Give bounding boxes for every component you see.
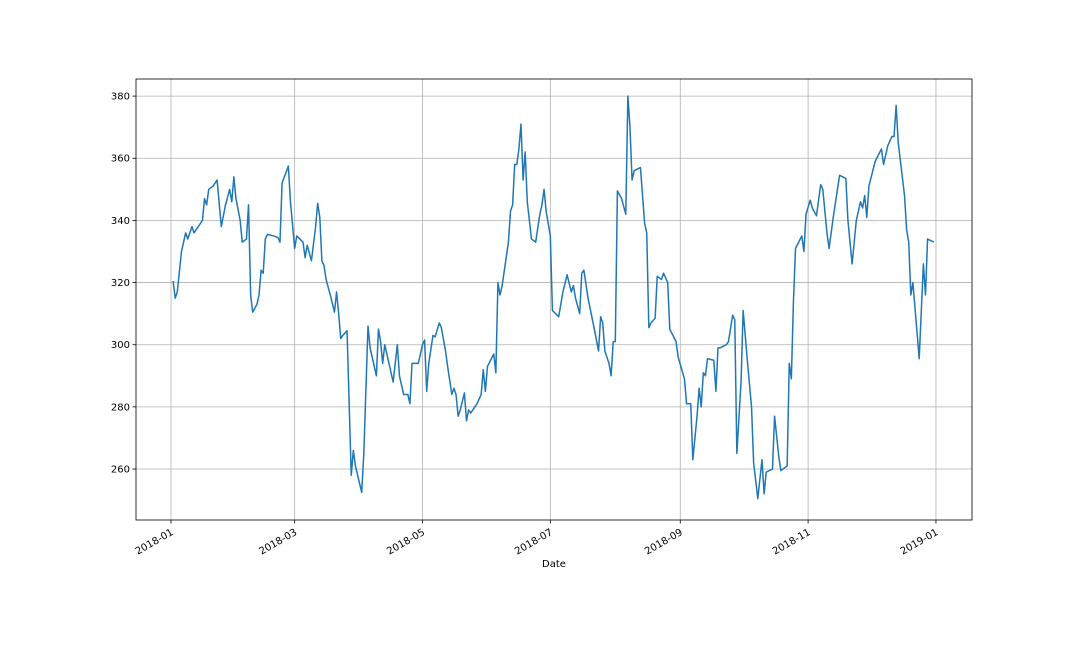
y-tick-label: 380 <box>111 92 130 103</box>
y-tick-label: 360 <box>111 154 130 165</box>
plot-frame <box>135 78 973 521</box>
price-line <box>172 95 935 500</box>
x-tick-label: 2018-11 <box>771 527 813 557</box>
x-tick-label: 2018-03 <box>257 527 299 557</box>
x-tick-label: 2018-05 <box>385 527 427 557</box>
x-tick-label: 2018-01 <box>134 527 176 557</box>
x-axis-label: Date <box>542 559 566 570</box>
y-tick-label: 300 <box>111 340 130 351</box>
x-tick-label: 2018-09 <box>643 527 685 557</box>
y-tick-label: 280 <box>111 402 130 413</box>
x-tick-label: 2018-07 <box>513 527 555 557</box>
y-tick-label: 320 <box>111 278 130 289</box>
y-tick-label: 340 <box>111 216 130 227</box>
x-tick-label: 2019-01 <box>899 527 941 557</box>
y-tick-label: 260 <box>111 465 130 476</box>
